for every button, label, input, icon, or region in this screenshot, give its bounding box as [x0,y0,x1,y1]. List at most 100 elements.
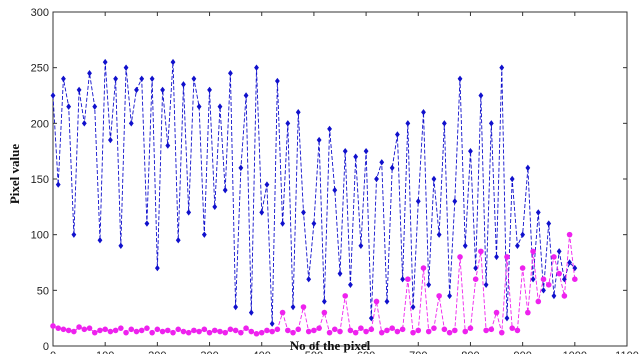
series-0-point-42 [269,320,275,327]
series-0-point-2 [61,75,66,82]
series-1-point-20 [154,326,161,333]
series-1-point-47 [295,326,302,333]
series-0-point-96 [551,292,557,300]
series-0-point-68 [405,120,411,127]
series-0-point-47 [295,109,301,116]
series-1-point-92 [530,248,536,255]
series-1-point-39 [253,330,260,337]
series-1-point-41 [264,327,270,334]
series-1-point-59 [358,325,364,331]
series-0-point-56 [342,147,348,155]
series-0-point-14 [123,64,129,71]
x-tick-label-7: 700 [409,350,427,354]
series-1-point-82 [478,248,484,255]
series-0-point-27 [191,75,197,82]
series-1-point-52 [321,309,328,316]
series-1-point-68 [405,276,411,283]
series-0-point-39 [254,64,259,71]
series-0-point-24 [175,237,181,244]
series-1-point-28 [196,328,202,335]
series-0-point-4 [71,231,77,238]
series-1-point-62 [373,298,380,305]
series-1-point-55 [337,328,343,335]
series-0-point-16 [134,86,139,94]
y-tick-label-6: 300 [31,7,49,19]
series-1-point-69 [410,329,416,336]
series-1-point-80 [467,325,474,331]
series-1-point-79 [462,328,469,335]
series-0-point-75 [441,120,447,127]
series-0-point-57 [348,281,353,288]
series-1-point-29 [201,326,208,333]
series-layer [50,58,578,337]
series-0-point-95 [546,220,552,227]
series-0-point-21 [160,86,165,94]
series-0-point-6 [81,120,87,127]
series-1-point-48 [300,304,307,310]
series-1-point-3 [65,327,72,334]
series-0-point-76 [447,292,452,300]
series-1-point-31 [211,327,218,334]
series-0-point-15 [128,120,134,127]
series-1-point-78 [457,254,463,260]
series-1-point-95 [545,281,552,288]
series-0-point-31 [212,203,218,211]
x-axis-label: No of the pixel [290,338,371,353]
series-1-point-32 [217,328,223,335]
series-0-point-60 [363,147,369,155]
series-0-point-54 [332,186,338,194]
series-0-point-94 [541,287,546,294]
series-0-point-33 [222,186,228,194]
x-tick-label-9: 900 [513,350,531,354]
series-1-point-30 [206,329,213,336]
series-1-point-21 [159,328,166,335]
series-1-point-61 [368,326,375,333]
series-0-point-50 [311,220,317,227]
series-1-point-7 [86,325,93,331]
series-1-point-38 [248,328,255,335]
series-1-point-44 [279,309,286,316]
series-1-point-45 [285,327,291,334]
series-1-point-57 [347,327,354,334]
series-1-point-93 [535,298,542,305]
series-0-point-97 [556,248,562,255]
series-0-point-88 [509,175,515,183]
series-1-point-25 [180,328,187,335]
series-0-point-53 [327,125,332,133]
series-0-point-25 [181,81,186,88]
x-tick-label-11: 1100 [615,350,639,354]
series-0-point-83 [483,281,489,288]
series-1-point-36 [238,329,244,336]
series-0-point-48 [301,209,306,216]
x-tick-label-6: 600 [357,350,375,354]
series-0-point-58 [353,153,359,160]
series-1-point-35 [232,327,239,334]
series-1-point-65 [389,325,395,331]
series-0-point-71 [421,109,426,116]
series-0-point-0 [50,92,56,99]
series-0-point-38 [248,309,254,316]
series-1-point-98 [561,293,568,299]
series-0-point-84 [488,120,494,127]
plot-area [52,11,628,347]
series-0-point-36 [238,164,244,172]
series-0-point-65 [389,164,395,172]
x-tick-label-8: 800 [461,350,479,354]
series-0-point-46 [290,303,296,311]
series-0-point-20 [154,264,160,272]
series-1-point-23 [170,329,176,336]
series-1-point-11 [107,328,114,335]
series-0-point-34 [228,70,233,77]
series-1-point-26 [185,329,192,336]
series-1-point-37 [243,325,249,331]
series-0-point-89 [515,242,520,249]
series-0-point-12 [113,75,119,82]
series-1-point-14 [123,329,129,336]
series-0-line [52,62,576,324]
series-0-point-63 [379,159,385,166]
series-0-point-59 [358,242,364,249]
series-0-point-22 [165,142,171,149]
series-1-point-77 [452,327,458,334]
series-1-point-42 [269,328,275,335]
